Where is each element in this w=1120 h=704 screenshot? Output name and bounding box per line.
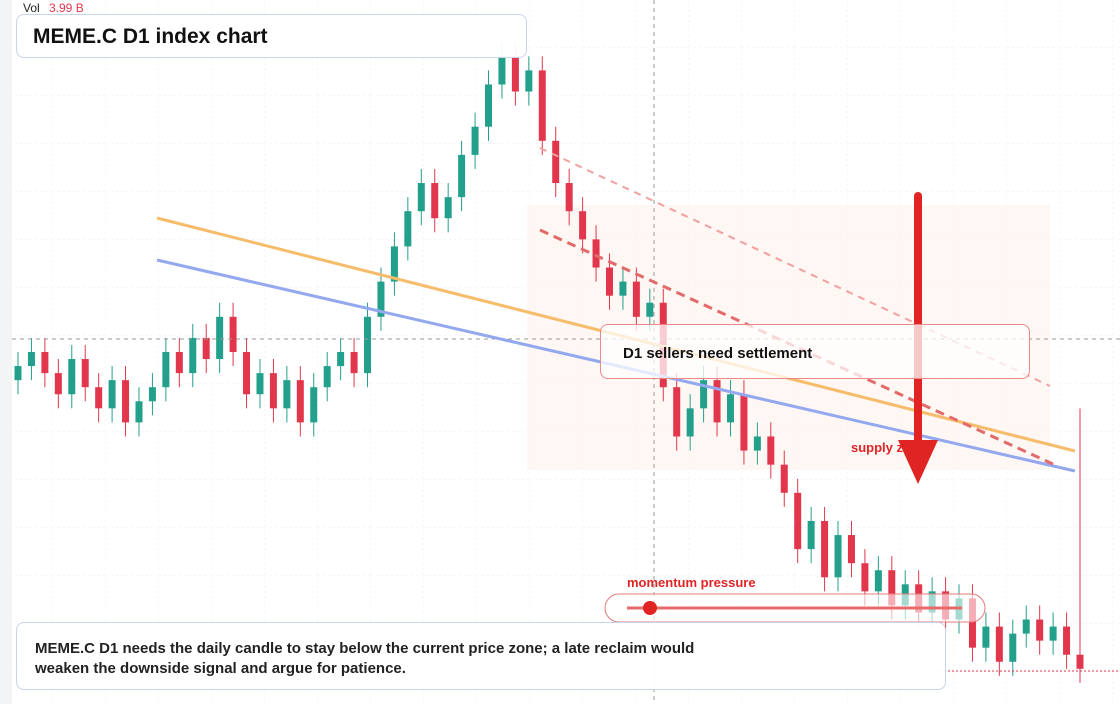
- candle-body: [1076, 654, 1084, 669]
- candle-body: [982, 626, 990, 648]
- candle-body: [458, 154, 466, 198]
- candle-body: [14, 366, 22, 381]
- candle-body: [673, 387, 681, 437]
- candle-body: [888, 570, 896, 606]
- annotation: momentum pressure: [627, 575, 756, 590]
- candles: [14, 42, 1084, 683]
- candle-body: [283, 380, 291, 409]
- candle-body: [350, 352, 358, 374]
- candle-body: [1009, 633, 1017, 662]
- caption-text: MEME.C D1 needs the daily candle to stay…: [35, 640, 695, 677]
- candle-body: [364, 316, 372, 374]
- candle-body: [1036, 619, 1044, 641]
- arrow-head: [898, 440, 938, 484]
- trend-line-dashed: [539, 228, 1056, 467]
- candle-body: [81, 359, 89, 388]
- candle-body: [135, 401, 143, 423]
- candle-body: [417, 183, 425, 212]
- candle-body: [377, 281, 385, 317]
- candle-body: [1049, 626, 1057, 641]
- candle-body: [108, 380, 116, 409]
- candle-body: [162, 352, 170, 388]
- candle-body: [148, 387, 156, 402]
- candle-body: [847, 535, 855, 564]
- candle-body: [27, 352, 35, 367]
- candle-body: [632, 281, 640, 317]
- candle-body: [202, 337, 210, 360]
- candle-body: [175, 352, 183, 374]
- candle-body: [592, 239, 600, 268]
- candle-body: [216, 316, 224, 360]
- candle-body: [404, 211, 412, 247]
- candle-body: [821, 520, 829, 578]
- candle-body: [511, 56, 519, 92]
- candle-body: [41, 352, 49, 374]
- candle-body: [767, 436, 775, 465]
- candle-body: [1022, 619, 1030, 634]
- candle-body: [861, 563, 869, 592]
- candle-body: [390, 246, 398, 282]
- candle-body: [269, 373, 277, 409]
- candle-body: [337, 352, 345, 367]
- annotation: D1 sellers need settlement: [600, 324, 1030, 379]
- candle-body: [968, 598, 976, 648]
- volume-label: Vol: [23, 1, 40, 15]
- chart-title: MEME.C D1 index chart: [16, 14, 527, 58]
- candle-body: [579, 211, 587, 240]
- volume-value: 3.99 B: [49, 1, 84, 15]
- candle-body: [95, 387, 103, 409]
- candle-body: [323, 366, 331, 388]
- candle-body: [794, 492, 802, 550]
- candle-body: [243, 352, 251, 395]
- candle-body: [780, 464, 788, 493]
- candle-body: [713, 380, 721, 423]
- candle-body: [68, 359, 76, 395]
- candle-body: [605, 267, 613, 296]
- candle-body: [310, 387, 318, 423]
- candle-body: [726, 394, 734, 423]
- candle-body: [565, 183, 573, 212]
- caption: MEME.C D1 needs the daily candle to stay…: [16, 622, 946, 690]
- annotation: supply zone: [851, 440, 926, 455]
- candle-body: [296, 380, 304, 423]
- candle-body: [834, 535, 842, 578]
- candle-body: [54, 373, 62, 395]
- candle-body: [498, 56, 506, 85]
- candle-body: [700, 380, 708, 409]
- left-edge: [0, 0, 12, 704]
- candle-body: [485, 84, 493, 127]
- candle-body: [471, 126, 479, 155]
- candle-body: [1063, 626, 1071, 655]
- candle-body: [122, 380, 130, 423]
- candle-body: [753, 436, 761, 451]
- candle-body: [740, 394, 748, 451]
- candle-body: [229, 316, 237, 352]
- candle-body: [807, 520, 815, 550]
- candle-body: [619, 281, 627, 296]
- candle-body: [444, 197, 452, 219]
- candle-body: [538, 70, 546, 141]
- candle-body: [256, 373, 264, 395]
- momentum-knob: [643, 601, 657, 615]
- candle-body: [525, 70, 533, 92]
- candle-body: [995, 626, 1003, 662]
- candle-body: [189, 337, 197, 374]
- candle-body: [646, 302, 654, 317]
- candle-body: [431, 183, 439, 219]
- candle-body: [686, 408, 694, 437]
- candle-body: [552, 140, 560, 184]
- candle-body: [874, 570, 882, 592]
